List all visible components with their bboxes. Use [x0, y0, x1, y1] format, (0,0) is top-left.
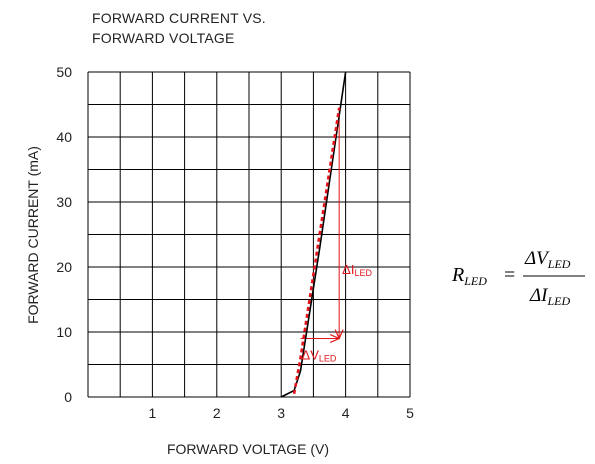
chart-title-line-2: FORWARD VOLTAGE [92, 30, 235, 46]
series-layer [280, 71, 347, 398]
x-axis-label: FORWARD VOLTAGE (V) [167, 441, 329, 457]
tangent-dashed-line [292, 107, 341, 395]
delta-v-label: ΔVLED [302, 348, 337, 364]
x-tick-label: 1 [149, 405, 157, 421]
y-tick-label: 50 [56, 64, 72, 80]
y-axis-label: FORWARD CURRENT (mA) [25, 146, 41, 324]
x-tick-label: 3 [277, 405, 285, 421]
x-tick-label: 4 [342, 405, 350, 421]
formula-lhs: RLED [451, 264, 487, 288]
annotation-labels: ΔILED ΔVLED [302, 262, 373, 364]
delta-i-label: ΔILED [342, 262, 372, 278]
x-tick-label: 2 [213, 405, 221, 421]
formula-numerator: ΔVLED [524, 248, 571, 271]
formula-equals: = [504, 264, 515, 286]
y-tick-label: 30 [56, 194, 72, 210]
led-resistance-formula: RLED = ΔVLED ΔILED [451, 248, 585, 308]
y-tick-label: 20 [56, 259, 72, 275]
y-tick-label: 40 [56, 129, 72, 145]
y-tick-label: 0 [64, 389, 72, 405]
y-tick-label: 10 [56, 324, 72, 340]
grid [87, 71, 411, 398]
chart-title-line-1: FORWARD CURRENT VS. [92, 10, 266, 26]
annotation-lines [300, 107, 340, 339]
forward-current-curve [280, 71, 347, 398]
x-tick-label: 5 [406, 405, 414, 421]
formula-denominator: ΔILED [529, 285, 570, 308]
